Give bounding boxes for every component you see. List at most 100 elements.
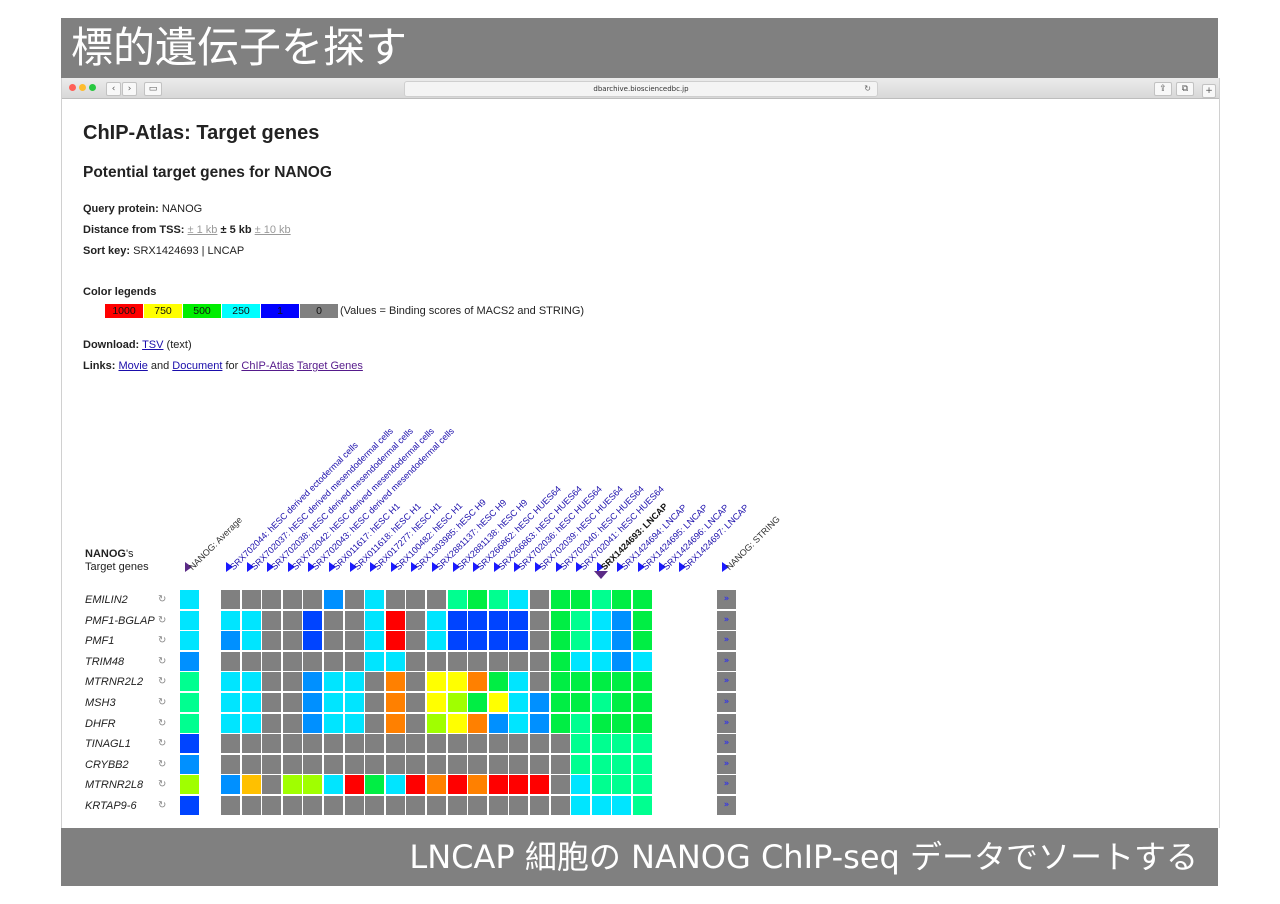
heatmap-cell[interactable] [324, 610, 343, 630]
heatmap-cell[interactable] [365, 796, 385, 815]
heatmap-cell[interactable] [241, 754, 261, 774]
column-arrow-icon[interactable] [349, 562, 357, 572]
string-link-button[interactable]: » [717, 796, 736, 815]
heatmap-cell[interactable] [550, 796, 570, 815]
refresh-icon[interactable]: ↻ [158, 655, 167, 667]
heatmap-cell[interactable] [221, 734, 240, 754]
refresh-icon[interactable]: ↻ [158, 800, 167, 811]
heatmap-cell[interactable] [385, 590, 405, 609]
heatmap-cell[interactable] [241, 590, 261, 609]
heatmap-cell[interactable] [324, 754, 343, 774]
heatmap-cell[interactable] [406, 754, 426, 774]
gene-name[interactable]: CRYBB2 [85, 758, 129, 771]
distance-option-10kb[interactable]: ± 10 kb [254, 224, 291, 236]
heatmap-cell[interactable] [633, 754, 652, 774]
column-arrow-icon[interactable] [308, 562, 316, 572]
column-arrow-icon[interactable] [658, 562, 666, 572]
heatmap-cell[interactable] [571, 796, 591, 815]
heatmap-cell[interactable] [241, 734, 261, 754]
heatmap-cell[interactable] [530, 693, 549, 712]
heatmap-cell[interactable] [324, 713, 343, 733]
heatmap-cell[interactable] [221, 754, 240, 774]
heatmap-cell[interactable] [591, 775, 611, 795]
heatmap-cell[interactable] [591, 651, 611, 671]
gene-name[interactable]: MSH3 [85, 697, 116, 709]
heatmap-cell[interactable] [509, 672, 529, 692]
heatmap-cell[interactable] [303, 713, 323, 733]
heatmap-cell[interactable] [406, 775, 426, 795]
heatmap-cell[interactable] [612, 775, 632, 795]
heatmap-cell[interactable] [571, 672, 591, 692]
heatmap-cell[interactable] [282, 672, 302, 692]
heatmap-cell[interactable] [406, 713, 426, 733]
heatmap-cell[interactable] [591, 713, 611, 733]
heatmap-cell[interactable] [447, 693, 467, 712]
heatmap-cell[interactable] [571, 631, 591, 651]
heatmap-cell[interactable] [612, 672, 632, 692]
heatmap-cell[interactable] [550, 713, 570, 733]
column-arrow-icon[interactable] [473, 562, 481, 572]
heatmap-cell[interactable] [633, 713, 652, 733]
heatmap-cell[interactable] [282, 796, 302, 815]
zoom-window-button[interactable] [89, 84, 96, 91]
heatmap-cell[interactable] [365, 610, 385, 630]
heatmap-cell[interactable] [282, 775, 302, 795]
column-arrow-icon[interactable] [411, 562, 419, 572]
heatmap-cell[interactable] [262, 651, 282, 671]
heatmap-cell[interactable] [447, 754, 467, 774]
heatmap-cell[interactable] [406, 590, 426, 609]
target-genes-link[interactable]: Target Genes [296, 360, 363, 372]
heatmap-cell[interactable] [427, 590, 446, 609]
heatmap-cell[interactable] [221, 672, 240, 692]
heatmap-cell[interactable] [468, 610, 488, 630]
heatmap-cell[interactable] [591, 672, 611, 692]
heatmap-cell[interactable] [550, 775, 570, 795]
heatmap-cell[interactable] [633, 651, 652, 671]
gene-name[interactable]: TRIM48 [85, 655, 125, 668]
heatmap-cell[interactable] [427, 672, 446, 692]
string-link-button[interactable]: » [717, 754, 736, 774]
heatmap-cell[interactable] [282, 651, 302, 671]
heatmap-cell[interactable] [468, 631, 488, 651]
heatmap-cell[interactable] [324, 775, 343, 795]
distance-option-1kb[interactable]: ± 1 kb [187, 224, 218, 236]
heatmap-cell[interactable] [488, 754, 508, 774]
heatmap-cell[interactable] [365, 693, 385, 712]
heatmap-cell[interactable] [633, 693, 652, 712]
string-link-button[interactable]: » [717, 672, 736, 692]
heatmap-cell[interactable] [385, 734, 405, 754]
heatmap-cell[interactable] [488, 590, 508, 609]
heatmap-cell[interactable] [344, 754, 364, 774]
heatmap-cell[interactable] [303, 734, 323, 754]
heatmap-cell[interactable] [612, 796, 632, 815]
heatmap-cell[interactable] [344, 590, 364, 609]
new-tab-icon[interactable]: + [1202, 84, 1216, 98]
string-link-button[interactable]: » [717, 590, 736, 609]
heatmap-cell[interactable] [241, 796, 261, 815]
heatmap-cell[interactable] [591, 693, 611, 712]
heatmap-cell[interactable] [385, 693, 405, 712]
heatmap-cell[interactable] [282, 693, 302, 712]
heatmap-cell[interactable] [488, 734, 508, 754]
heatmap-cell[interactable] [282, 713, 302, 733]
heatmap-cell[interactable] [324, 590, 343, 609]
heatmap-cell[interactable] [324, 631, 343, 651]
heatmap-cell[interactable] [509, 590, 529, 609]
heatmap-cell[interactable] [468, 754, 488, 774]
heatmap-cell[interactable] [262, 734, 282, 754]
heatmap-cell[interactable] [468, 713, 488, 733]
refresh-icon[interactable]: ↻ [158, 758, 167, 770]
column-arrow-icon[interactable] [596, 562, 604, 572]
heatmap-cell[interactable] [633, 610, 652, 630]
column-arrow-icon[interactable] [679, 562, 687, 572]
heatmap-cell[interactable] [612, 754, 632, 774]
heatmap-cell[interactable] [406, 796, 426, 815]
heatmap-cell[interactable] [303, 693, 323, 712]
share-icon[interactable]: ⇪ [1154, 82, 1172, 96]
column-arrow-icon[interactable] [535, 562, 542, 572]
refresh-icon[interactable]: ↻ [158, 594, 167, 605]
column-arrow-icon[interactable] [267, 562, 275, 572]
heatmap-cell[interactable] [468, 775, 488, 795]
column-arrow-icon[interactable] [370, 562, 378, 572]
heatmap-cell[interactable] [427, 796, 446, 815]
